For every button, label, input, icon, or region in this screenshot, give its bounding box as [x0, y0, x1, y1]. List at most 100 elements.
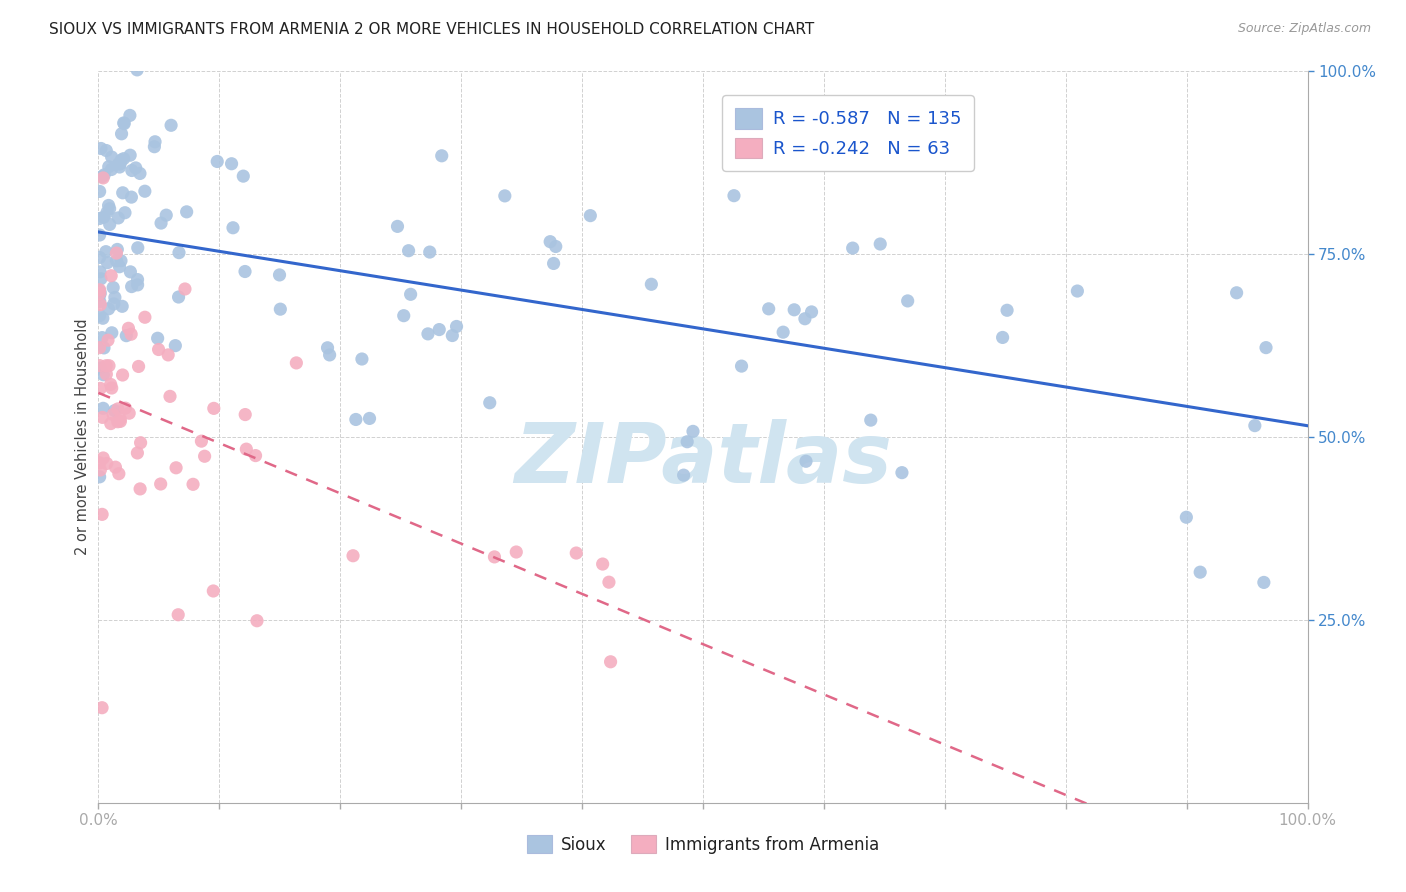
- Point: [89, 251, 111, 265]
- Point: [772, 325, 794, 339]
- Point: [285, 356, 308, 370]
- Point: [93, 168, 115, 182]
- Point: [89, 294, 111, 309]
- Point: [125, 161, 148, 175]
- Point: [103, 280, 125, 294]
- Point: [245, 449, 267, 463]
- Point: [97, 333, 120, 347]
- Point: [104, 403, 127, 417]
- Point: [96, 359, 118, 373]
- Point: [107, 415, 129, 429]
- Point: [543, 256, 565, 270]
- Point: [181, 477, 204, 491]
- Point: [110, 153, 132, 167]
- Point: [101, 408, 124, 422]
- Point: [100, 417, 122, 431]
- Point: [155, 208, 177, 222]
- Point: [841, 241, 863, 255]
- Point: [233, 264, 256, 278]
- Point: [89, 341, 111, 355]
- Point: [89, 227, 111, 242]
- Point: [97, 160, 120, 174]
- Point: [91, 330, 114, 344]
- Point: [399, 287, 422, 301]
- Point: [89, 381, 111, 395]
- Point: [167, 245, 190, 260]
- Point: [419, 245, 441, 260]
- Point: [800, 305, 823, 319]
- Point: [97, 301, 120, 316]
- Point: [94, 244, 117, 259]
- Point: [246, 614, 269, 628]
- Point: [194, 449, 217, 463]
- Point: [640, 277, 662, 292]
- Point: [1254, 341, 1277, 355]
- Point: [1175, 510, 1198, 524]
- Point: [91, 700, 114, 714]
- Point: [1189, 565, 1212, 579]
- Point: [93, 211, 115, 225]
- Point: [108, 160, 131, 174]
- Point: [1226, 285, 1249, 300]
- Point: [90, 272, 112, 286]
- Point: [1243, 418, 1265, 433]
- Point: [127, 272, 149, 286]
- Point: [100, 268, 122, 283]
- Point: [89, 298, 111, 312]
- Point: [174, 282, 197, 296]
- Point: [108, 467, 131, 481]
- Point: [108, 412, 131, 426]
- Point: [205, 154, 228, 169]
- Point: [794, 454, 817, 468]
- Point: [897, 293, 920, 308]
- Point: [89, 463, 111, 477]
- Point: [221, 157, 243, 171]
- Point: [342, 549, 364, 563]
- Point: [89, 286, 111, 301]
- Point: [350, 351, 373, 366]
- Point: [222, 220, 245, 235]
- Point: [318, 348, 340, 362]
- Point: [108, 157, 131, 171]
- Point: [90, 141, 112, 155]
- Point: [991, 330, 1014, 344]
- Point: [202, 401, 225, 416]
- Point: [89, 283, 111, 297]
- Point: [112, 116, 135, 130]
- Point: [149, 477, 172, 491]
- Point: [316, 341, 339, 355]
- Point: [89, 359, 111, 373]
- Point: [89, 456, 111, 470]
- Point: [96, 457, 118, 471]
- Point: [544, 239, 567, 253]
- Point: [484, 549, 506, 564]
- Point: [89, 309, 111, 323]
- Point: [129, 482, 152, 496]
- Point: [108, 156, 131, 170]
- Point: [167, 607, 190, 622]
- Point: [128, 359, 150, 374]
- Point: [105, 243, 128, 257]
- Point: [89, 284, 111, 298]
- Point: [91, 170, 114, 185]
- Point: [89, 361, 111, 376]
- Point: [107, 211, 129, 225]
- Point: [146, 331, 169, 345]
- Point: [98, 202, 121, 216]
- Point: [505, 545, 527, 559]
- Point: [344, 412, 367, 426]
- Point: [91, 450, 114, 465]
- Point: [392, 309, 415, 323]
- Point: [89, 185, 111, 199]
- Point: [121, 279, 143, 293]
- Point: [111, 299, 134, 313]
- Point: [89, 288, 111, 302]
- Point: [96, 144, 118, 158]
- Point: [107, 157, 129, 171]
- Point: [859, 413, 882, 427]
- Point: [1253, 575, 1275, 590]
- Point: [89, 265, 111, 279]
- Point: [93, 341, 115, 355]
- Point: [91, 169, 114, 184]
- Point: [269, 302, 291, 317]
